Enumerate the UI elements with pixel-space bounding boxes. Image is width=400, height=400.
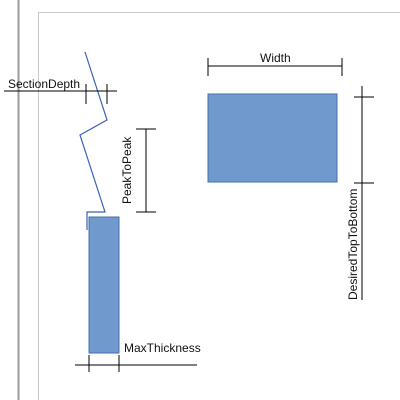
page-border [38,12,400,400]
max-thickness-dimension: MaxThickness [75,341,201,372]
section-profile-line [79,51,108,230]
section-rectangle[interactable] [88,216,120,354]
max-thickness-label: MaxThickness [124,341,201,355]
width-rectangle[interactable] [207,93,338,183]
desired-top-to-bottom-label: DesiredTopToBottom [346,189,360,300]
peak-to-peak-label: PeakToPeak [120,136,134,204]
desired-top-to-bottom-dimension: DesiredTopToBottom [346,86,374,300]
section-depth-label: SectionDepth [8,77,80,91]
section-depth-dimension: SectionDepth [4,77,117,104]
peak-to-peak-dimension: PeakToPeak [120,128,156,213]
width-label: Width [260,51,291,65]
width-dimension: Width [207,51,343,76]
